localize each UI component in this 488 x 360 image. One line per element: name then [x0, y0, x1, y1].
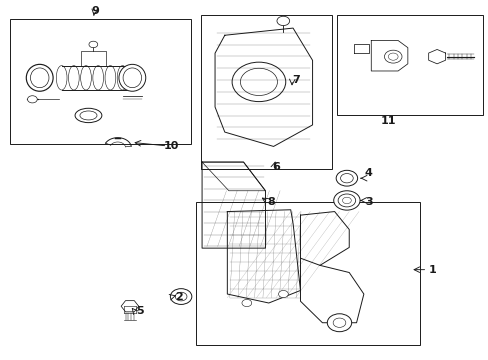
Ellipse shape	[123, 68, 142, 87]
Ellipse shape	[26, 64, 53, 91]
Text: 11: 11	[380, 116, 395, 126]
Circle shape	[175, 292, 186, 301]
Bar	[200, 15, 331, 169]
Ellipse shape	[93, 66, 103, 90]
Circle shape	[387, 53, 397, 60]
Circle shape	[326, 314, 351, 332]
Ellipse shape	[119, 64, 145, 91]
Text: 5: 5	[136, 306, 143, 316]
Circle shape	[340, 174, 352, 183]
Text: 9: 9	[92, 6, 100, 17]
Text: 4: 4	[364, 168, 372, 178]
Circle shape	[342, 197, 350, 204]
Circle shape	[337, 194, 355, 207]
Circle shape	[333, 191, 359, 210]
Text: 7: 7	[291, 75, 299, 85]
Circle shape	[278, 291, 288, 298]
Circle shape	[89, 41, 98, 48]
Bar	[336, 15, 483, 116]
Ellipse shape	[56, 66, 67, 90]
Ellipse shape	[81, 66, 91, 90]
Circle shape	[242, 300, 251, 307]
Ellipse shape	[30, 68, 49, 87]
Circle shape	[170, 289, 191, 305]
Text: 6: 6	[272, 162, 280, 172]
Ellipse shape	[80, 111, 97, 120]
Circle shape	[232, 62, 285, 102]
Circle shape	[384, 50, 401, 63]
Circle shape	[335, 170, 357, 186]
Ellipse shape	[75, 108, 102, 123]
Text: 1: 1	[427, 265, 435, 275]
Ellipse shape	[117, 66, 128, 90]
Text: 8: 8	[267, 197, 275, 207]
Text: 3: 3	[364, 197, 372, 207]
Circle shape	[332, 318, 345, 327]
Circle shape	[240, 68, 277, 95]
Bar	[10, 19, 190, 144]
Text: 10: 10	[163, 141, 179, 151]
Ellipse shape	[68, 66, 79, 90]
Text: 2: 2	[174, 292, 182, 302]
Circle shape	[276, 16, 289, 26]
Ellipse shape	[105, 66, 116, 90]
Circle shape	[27, 96, 37, 103]
Bar	[195, 202, 419, 345]
